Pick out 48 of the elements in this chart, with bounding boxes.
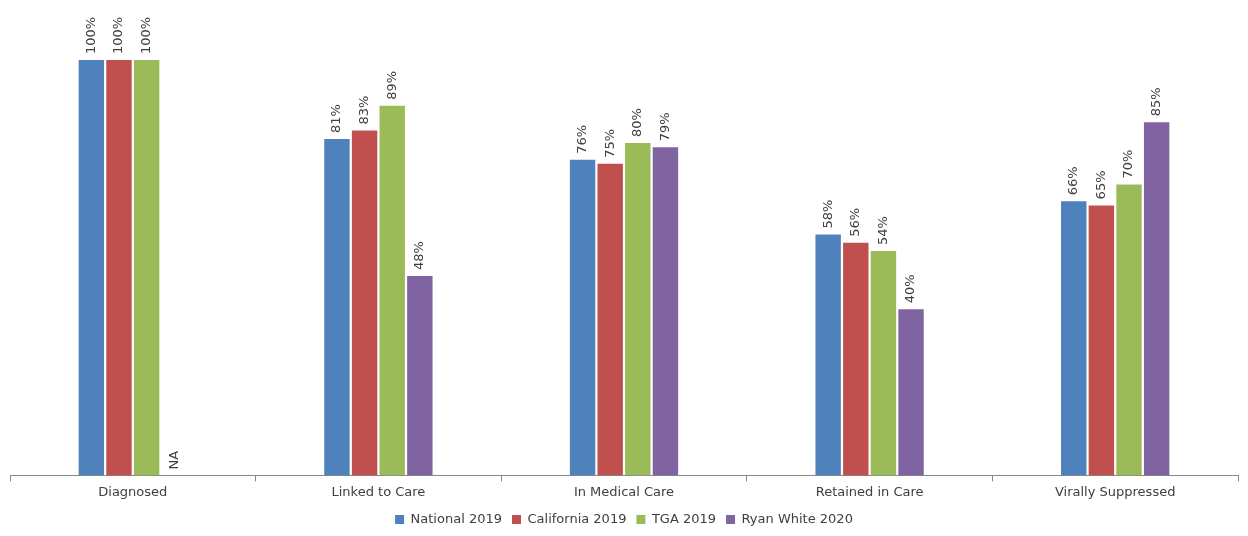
bar [379, 105, 405, 476]
bar [870, 251, 897, 476]
data-label: 66% [1065, 166, 1081, 196]
data-label: 70% [1120, 149, 1136, 179]
legend-label: National 2019 [410, 510, 502, 526]
data-label: 40% [902, 274, 918, 304]
data-label: 100% [82, 16, 98, 54]
bar [569, 159, 596, 476]
bar [815, 234, 841, 476]
bar [625, 143, 651, 476]
bar [407, 276, 433, 476]
data-label: 58% [819, 199, 835, 229]
data-label: 80% [629, 108, 645, 138]
x-tick-label: Diagnosed [98, 483, 168, 499]
data-label: 85% [1148, 87, 1164, 117]
bar [652, 147, 679, 476]
legend-label: Ryan White 2020 [741, 510, 853, 526]
data-label: 79% [656, 112, 672, 142]
bar [1116, 184, 1142, 476]
bar [324, 138, 350, 476]
data-label: 100% [110, 16, 126, 54]
bar [351, 130, 378, 476]
bar [133, 60, 160, 476]
text: NA [165, 450, 181, 470]
bar [1143, 122, 1170, 476]
data-label: 75% [601, 128, 617, 158]
bar [843, 242, 869, 476]
bar [898, 309, 924, 476]
x-tick-label: Retained in Care [815, 483, 924, 499]
x-tick-label: Virally Suppressed [1054, 483, 1176, 499]
x-tick-label: In Medical Care [573, 483, 675, 499]
data-label: 83% [355, 95, 371, 125]
x-tick-label: Linked to Care [331, 483, 426, 499]
bar [597, 163, 623, 476]
data-label: 48% [411, 241, 427, 271]
data-label: 89% [383, 70, 399, 100]
data-label: 81% [328, 104, 344, 133]
data-label: 65% [1092, 170, 1108, 200]
legend-label: TGA 2019 [650, 510, 717, 526]
bar [78, 60, 105, 476]
data-label: 76% [573, 124, 589, 154]
data-label: 100% [137, 16, 153, 54]
bar [106, 60, 132, 476]
data-label: 56% [847, 207, 863, 237]
bar [1061, 201, 1087, 476]
bar [1088, 205, 1115, 476]
data-label: 54% [874, 216, 890, 246]
legend-label: California 2019 [527, 510, 627, 526]
